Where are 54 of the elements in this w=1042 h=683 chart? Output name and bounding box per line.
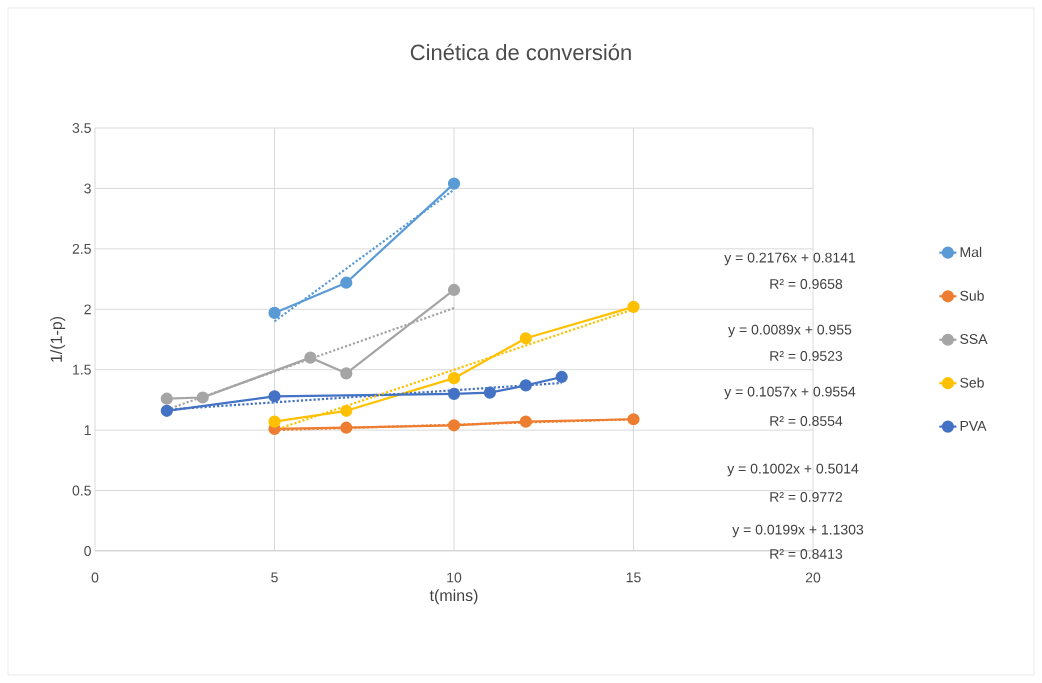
annotation: R² = 0.9658 [770, 279, 843, 289]
y-tick-label: 1.5 [73, 364, 91, 375]
annotation: y = 0.1057x + 0.9554 [724, 386, 856, 400]
y-tick-label: 3.5 [72, 123, 91, 133]
x-tick-label: 20 [805, 572, 821, 583]
y-tick-label: 0.5 [72, 485, 91, 496]
annotation: y = 0.0089x + 0.955 [728, 324, 852, 338]
y-tick-label: 1 [84, 425, 91, 435]
legend-label: Mal [960, 246, 982, 258]
x-tick-label: 10 [447, 572, 462, 583]
point [340, 421, 353, 434]
point [160, 392, 173, 405]
point [555, 370, 568, 384]
chart-title: Cinética de conversión [410, 43, 631, 61]
x-tick-label: 15 [626, 572, 641, 583]
annotation: R² = 0.8413 [770, 549, 843, 559]
x-tick-label: 5 [271, 572, 278, 583]
point [196, 391, 209, 404]
legend-label: Seb [960, 377, 984, 388]
point [447, 372, 461, 385]
y-tick-label: 2 [84, 304, 91, 315]
annotation: R² = 0.8554 [770, 416, 843, 426]
point [268, 306, 281, 319]
legend-label: SSA [960, 334, 988, 345]
annotation: y = 0.2176x + 0.8141 [724, 252, 856, 266]
point [483, 386, 497, 399]
y-tick-label: 3 [84, 183, 91, 194]
annotation: y = 0.1002x + 0.5014 [727, 463, 859, 477]
x-tick-label: 0 [91, 572, 99, 583]
point [160, 404, 173, 417]
point [340, 367, 353, 380]
point [447, 387, 461, 400]
y-tick-label: 0 [84, 546, 91, 556]
point [519, 332, 532, 345]
point [519, 415, 532, 428]
annotation: R² = 0.9772 [770, 492, 843, 502]
point [627, 300, 640, 313]
point [447, 177, 461, 190]
point [340, 404, 353, 417]
point [268, 415, 281, 428]
point [268, 390, 281, 403]
x-axis-title: t(mins) [429, 589, 478, 605]
legend-label: Sub [960, 290, 984, 301]
y-tick-label: 2.5 [72, 243, 91, 254]
annotation: R² = 0.9523 [770, 351, 843, 361]
point [519, 379, 532, 392]
point [627, 413, 640, 426]
y-axis-title: 1/(1-p) [50, 316, 66, 362]
legend-label: PVA [960, 421, 987, 431]
point [304, 351, 317, 364]
annotation: y = 0.0199x + 1.1303 [732, 524, 864, 538]
point [340, 276, 353, 289]
point [447, 419, 461, 432]
point [447, 283, 461, 297]
